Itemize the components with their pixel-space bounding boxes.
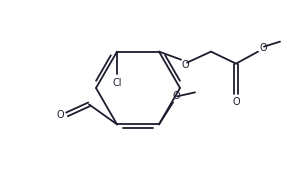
Text: O: O	[259, 43, 267, 53]
Text: Cl: Cl	[112, 78, 122, 88]
Text: O: O	[232, 97, 240, 107]
Text: O: O	[181, 60, 189, 70]
Text: O: O	[172, 91, 180, 101]
Text: O: O	[56, 110, 64, 120]
